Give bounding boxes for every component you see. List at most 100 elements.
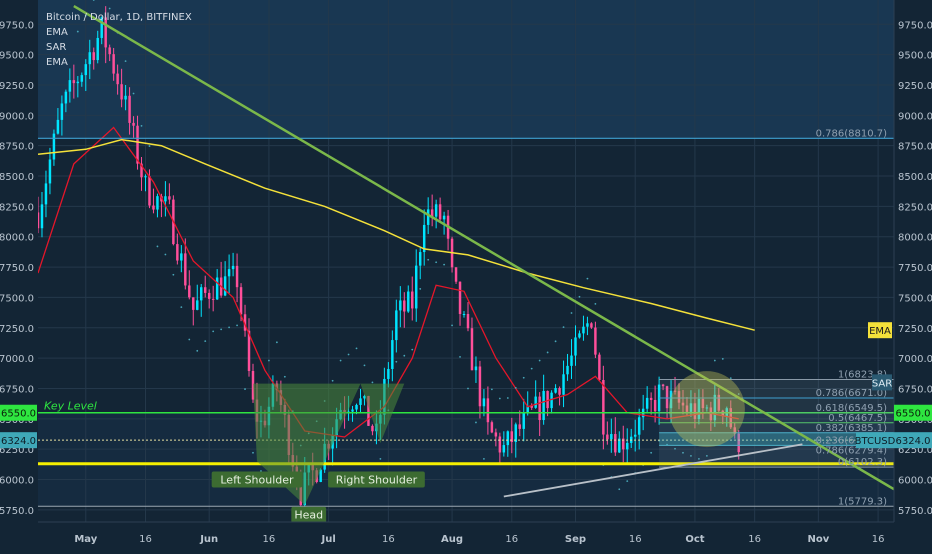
x-tick: Jul — [321, 534, 336, 545]
candle-body — [422, 224, 426, 253]
sar-dot — [363, 364, 366, 367]
symbol-title: Bitcoin / Dollar, 1D, BITFINEX — [46, 12, 192, 23]
key-level-price-tag-bg — [894, 404, 932, 421]
candle-body — [522, 412, 525, 429]
candle-body — [207, 292, 211, 299]
key-level-label: Key Level — [44, 400, 97, 413]
candle-body — [530, 405, 533, 408]
sar-dot — [435, 261, 438, 264]
grid — [38, 0, 894, 522]
candle-body — [633, 434, 637, 437]
sar-dot — [212, 330, 215, 333]
candle-body — [38, 212, 40, 229]
fib-golden-zone — [659, 432, 894, 446]
candle-body — [562, 374, 565, 395]
candle-body — [120, 84, 123, 100]
y-tick-left: 7250.0 — [0, 324, 34, 335]
indicator-ema-slow[interactable]: EMA — [46, 57, 68, 68]
candle-body — [570, 355, 573, 366]
sar-dot — [594, 302, 597, 305]
ema-slow-line — [38, 138, 755, 331]
candle-body — [80, 75, 84, 82]
candle-body — [645, 397, 649, 409]
y-tick-left: 8500.0 — [0, 172, 34, 183]
candle-body — [434, 204, 438, 217]
candle-body — [403, 300, 406, 312]
candle-body — [554, 388, 557, 393]
sar-dot — [443, 263, 446, 266]
ema-price-tag-bg — [868, 322, 892, 339]
sar-dot — [427, 258, 430, 261]
candle-body — [462, 313, 466, 315]
candle-body — [578, 333, 581, 338]
candle-body — [156, 196, 159, 210]
candle-body — [470, 328, 474, 371]
candle-body — [235, 265, 239, 288]
sar-dot — [395, 360, 398, 363]
sar-dot — [108, 7, 111, 10]
sar-dot — [570, 312, 573, 314]
range-zone — [38, 412, 894, 507]
y-tick-left: 8250.0 — [0, 202, 34, 213]
x-tick: Nov — [807, 534, 829, 545]
candle-body — [510, 431, 514, 442]
y-tick-left: 7000.0 — [0, 354, 34, 365]
candle-body — [717, 394, 721, 411]
sar-dot — [268, 359, 270, 362]
sar-dot — [283, 375, 286, 378]
x-tick: 16 — [748, 534, 761, 545]
candle-body — [88, 52, 91, 65]
y-tick-right: 5750.0 — [898, 506, 932, 517]
candle-body — [251, 370, 255, 400]
left-key-tag-bg — [0, 404, 37, 421]
sar-dot — [713, 359, 716, 362]
sar-dot — [459, 356, 461, 358]
sar-dot — [698, 457, 700, 460]
ema-fast-line — [38, 126, 739, 438]
y-tick-left: 8000.0 — [0, 233, 34, 244]
candle-body — [498, 436, 502, 453]
fib-label: 1(5779.3) — [838, 496, 887, 507]
sar-dot — [347, 353, 350, 356]
candle-body — [407, 291, 410, 312]
indicator-sar[interactable]: SAR — [46, 42, 67, 53]
candle-body — [466, 313, 470, 329]
symbol-tag-bg — [856, 432, 894, 449]
sar-price-tag-bg — [872, 374, 892, 391]
sar-dot — [721, 358, 724, 360]
candle-body — [610, 434, 613, 440]
candle-body — [594, 327, 597, 355]
candle-body — [188, 285, 191, 298]
y-tick-right: 6000.0 — [898, 476, 932, 487]
y-tick-right: 7750.0 — [898, 263, 932, 274]
y-tick-right: 8500.0 — [898, 172, 932, 183]
last-price-tag-bg — [894, 432, 932, 449]
indicator-ema-fast[interactable]: EMA — [46, 27, 68, 38]
fib-label: 0.236(6281.6) — [816, 435, 888, 446]
candle-body — [363, 395, 366, 399]
y-tick-right: 9000.0 — [898, 111, 932, 122]
candle-body — [514, 424, 518, 442]
candle-body — [649, 397, 653, 400]
y-tick-right: 8250.0 — [898, 202, 932, 213]
sar-dot — [148, 145, 151, 147]
candle-body — [598, 354, 601, 381]
candle-body — [239, 287, 243, 315]
key-level-price-tag: 6550.0 — [896, 409, 931, 420]
sar-dot — [483, 457, 485, 460]
candle-body — [164, 196, 167, 202]
candle-body — [168, 196, 171, 200]
candle-body — [737, 433, 740, 453]
x-tick: 16 — [139, 534, 152, 545]
sar-dot — [124, 60, 127, 63]
candle-body — [622, 438, 625, 450]
fib-label: 0.786(6279.4) — [816, 446, 888, 457]
candle-body — [72, 80, 76, 84]
candle-body — [665, 386, 669, 409]
fib-label: 1(6823.8) — [838, 370, 887, 381]
sar-dot — [172, 273, 175, 276]
candle-body — [68, 80, 72, 92]
candle-body — [84, 64, 88, 76]
